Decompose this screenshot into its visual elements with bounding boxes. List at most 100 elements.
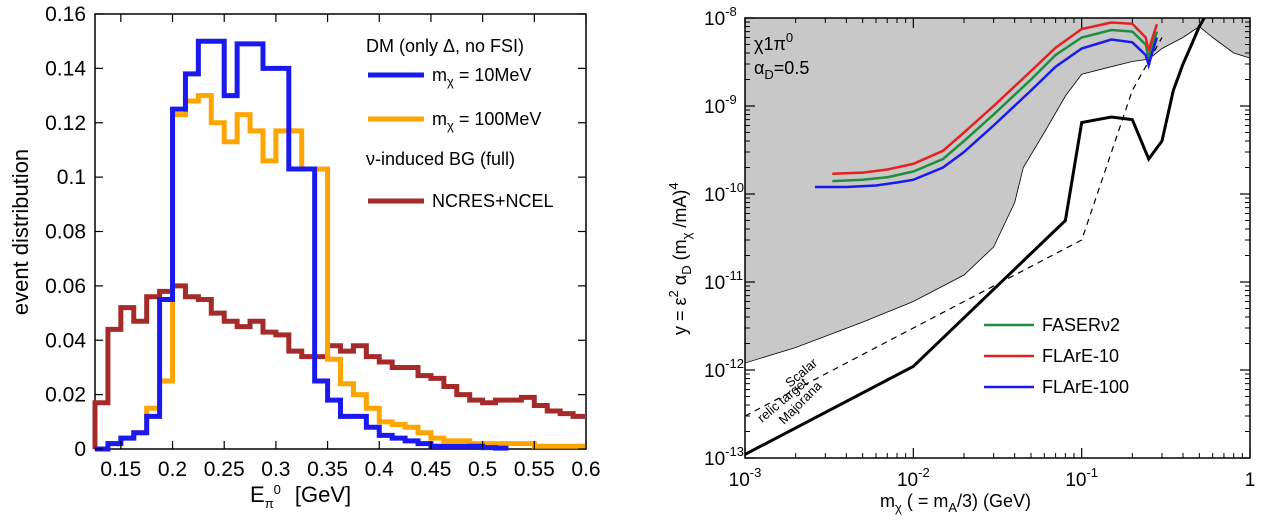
ry-d: D	[679, 265, 694, 274]
right-y-tick-label: 10-10	[704, 180, 744, 206]
legend-100mev-rest: = 100MeV	[454, 109, 542, 129]
left-x-axis-label: Eπ0 [GeV]	[250, 482, 351, 511]
tick-exp: -10	[725, 180, 744, 195]
left-x-tick-label: 0.55	[514, 458, 555, 481]
tick-exp: -13	[725, 444, 744, 459]
right-x-tick-label: 10-2	[897, 465, 930, 491]
tick-base: 1	[1245, 470, 1256, 491]
left-axis-ticks: 0.15 0.2 0.25 0.3 0.35 0.4 0.45 0.5 0.55 0.6 0 0.02…	[45, 3, 600, 481]
process-annotation: χ1π0	[754, 30, 793, 54]
left-y-tick-label: 0.16	[45, 3, 86, 26]
left-y-tick-label: 0.1	[57, 166, 86, 189]
left-y-tick-label: 0.02	[45, 384, 86, 407]
rx-a: A	[948, 500, 957, 515]
left-y-tick-label: 0.12	[45, 112, 86, 135]
relic-target-scalar-line	[745, 37, 1163, 417]
left-x-tick-label: 0.6	[571, 458, 600, 481]
left-y-tick-label: 0.06	[45, 275, 86, 298]
left-y-tick-label: 0	[74, 438, 86, 461]
right-x-tick-label: 10-1	[1065, 465, 1098, 491]
right-y-tick-label: 10-12	[704, 356, 744, 382]
tick-base: 10	[897, 470, 918, 491]
legend-label-faser: FASERν2	[1042, 315, 1120, 335]
tick-exp: -11	[725, 268, 743, 283]
right-plot-frame	[744, 17, 1251, 459]
left-x-tick-label: 0.3	[261, 458, 290, 481]
legend-label-100mev: mχ = 100MeV	[432, 109, 541, 133]
tick-exp: -1	[1086, 465, 1098, 480]
histogram-series-1	[95, 93, 586, 452]
legend-label-10mev: mχ = 10MeV	[432, 65, 531, 89]
process-annotation-sup: 0	[786, 30, 793, 45]
sensitivity-curve-2	[814, 37, 1159, 189]
right-plot-area	[745, 18, 1250, 456]
coupling-annotation-base: α	[754, 58, 764, 78]
histogram-series-0	[95, 38, 509, 452]
tick-exp: -3	[750, 465, 762, 480]
tick-base: 10	[1065, 470, 1086, 491]
right-axis-ticks: 10-3 10-2 10-1 110-1310-1210-1110-1010-910-…	[704, 4, 1255, 491]
tick-exp: -8	[725, 4, 737, 19]
rx-chi: χ	[895, 500, 902, 515]
left-x-tick-label: 0.4	[365, 458, 395, 481]
tick-base: 10	[729, 470, 750, 491]
tick-base: 10	[704, 97, 725, 118]
process-annotation-base: χ1π	[754, 34, 786, 54]
left-y-tick-label: 0.08	[45, 221, 86, 244]
tick-exp: -9	[725, 92, 737, 107]
ry-y: y = ε	[670, 297, 690, 335]
sensitivity-curve-1	[832, 21, 1159, 175]
legend-100mev-sub: χ	[447, 118, 454, 133]
legend-header-dm: DM (only Δ, no FSI)	[366, 36, 524, 56]
right-y-tick-label: 10-11	[704, 268, 743, 294]
rx-m: m	[880, 491, 895, 511]
right-y-tick-label: 10-9	[704, 92, 737, 118]
right-sensitivity-chart: 10-3 10-2 10-1 110-1310-1210-1110-1010-910-…	[666, 4, 1255, 515]
coupling-annotation-rest: =0.5	[774, 58, 810, 78]
tick-base: 10	[704, 273, 725, 294]
right-y-axis-label: y = ε2 αD (mχ /mA)4	[666, 182, 694, 335]
left-x-label-base: E	[250, 482, 265, 507]
ry-2: 2	[666, 290, 681, 297]
legend-10mev-base: m	[432, 65, 447, 85]
sensitivity-curve-0	[832, 28, 1159, 183]
legend-header-bg: ν-induced BG (full)	[366, 149, 515, 169]
relic-target-majorana-line	[745, 18, 1206, 456]
right-x-axis-label: mχ ( = mA/3) (GeV)	[880, 491, 1031, 515]
right-x-tick-label: 10-3	[729, 465, 762, 491]
legend-10mev-sub: χ	[447, 74, 454, 89]
legend-label-ncres: NCRES+NCEL	[432, 191, 554, 211]
left-x-label-sup: 0	[274, 482, 281, 497]
right-x-tick-label: 1	[1245, 470, 1256, 491]
left-y-tick-label: 0.04	[45, 329, 86, 352]
left-legend: DM (only Δ, no FSI) mχ = 10MeV mχ = 100M…	[366, 36, 554, 211]
legend-10mev-rest: = 10MeV	[454, 65, 532, 85]
left-x-label-unit: [GeV]	[295, 482, 351, 507]
ry-m: (m	[670, 239, 690, 265]
rx-eq: ( = m	[902, 491, 949, 511]
legend-label-flare10: FLArE-10	[1042, 346, 1119, 366]
left-y-axis-label: event distribution	[8, 149, 33, 315]
left-x-tick-label: 0.2	[158, 458, 187, 481]
ry-ma: /mA)	[670, 190, 690, 233]
coupling-annotation: αD=0.5	[754, 58, 809, 82]
tick-exp: -2	[918, 465, 930, 480]
tick-exp: -12	[725, 356, 744, 371]
right-y-tick-label: 10-8	[704, 4, 737, 30]
ry-4: 4	[666, 182, 681, 189]
left-x-tick-label: 0.25	[204, 458, 245, 481]
coupling-annotation-sub: D	[764, 67, 773, 82]
legend-label-flare100: FLArE-100	[1042, 377, 1129, 397]
excluded-region	[745, 18, 1250, 364]
left-y-tick-label: 0.14	[45, 57, 86, 80]
legend-100mev-base: m	[432, 109, 447, 129]
left-x-tick-label: 0.45	[411, 458, 452, 481]
left-series-group	[92, 38, 586, 452]
right-y-tick-label: 10-13	[704, 444, 744, 470]
left-x-tick-label: 0.5	[468, 458, 497, 481]
ry-alpha: α	[670, 275, 690, 290]
tick-base: 10	[704, 9, 725, 30]
rx-rest: /3) (GeV)	[957, 491, 1031, 511]
ry-chi: χ	[679, 232, 694, 239]
